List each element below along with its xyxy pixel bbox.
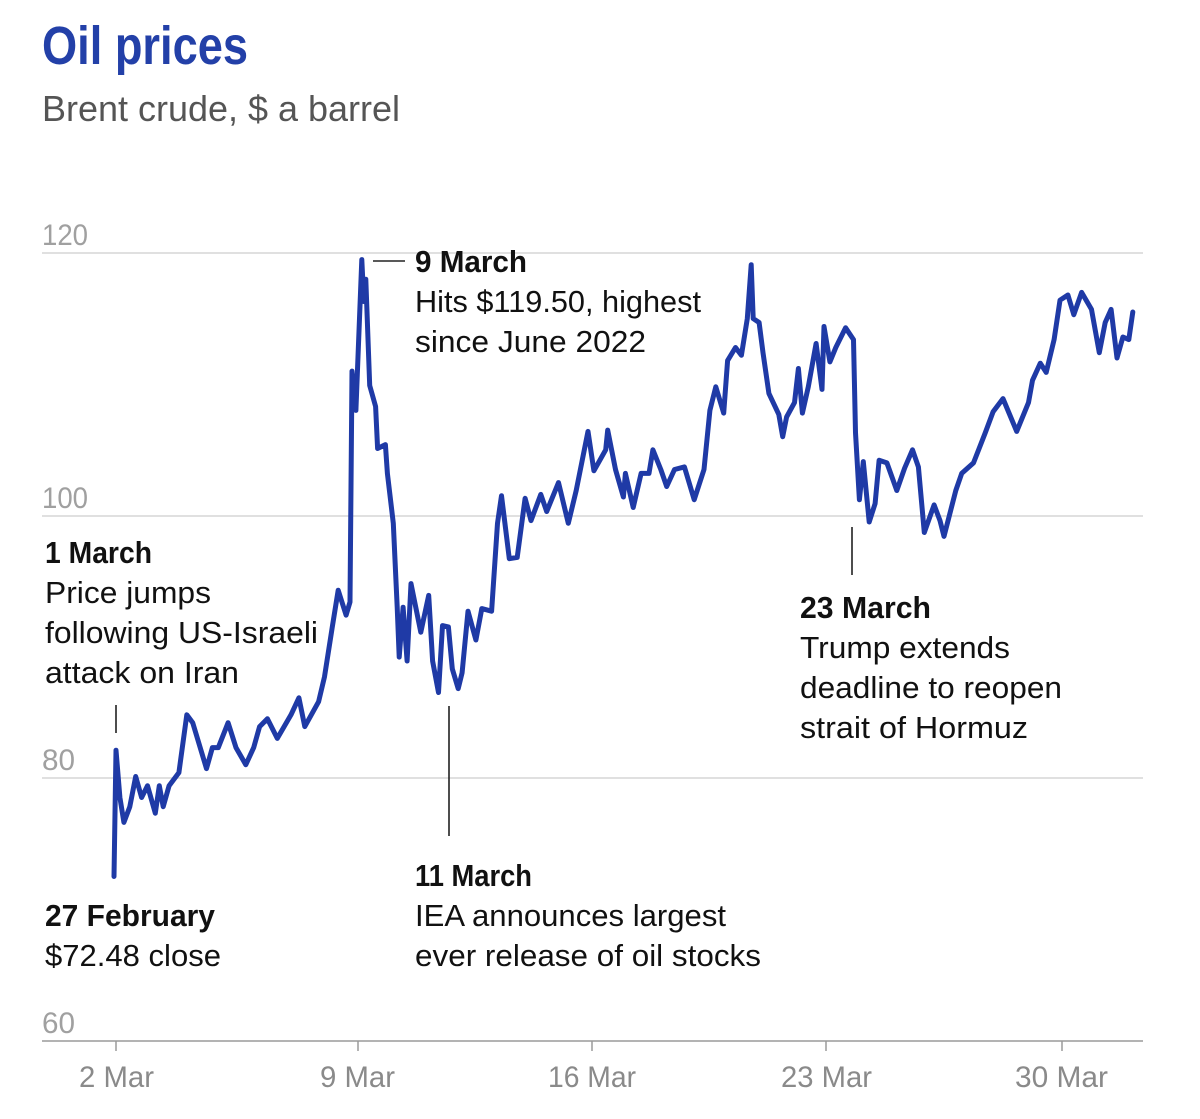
annotation-text: following US-Israeli — [45, 615, 318, 650]
annotation-text: Trump extends — [800, 630, 1010, 665]
annotation-heading: 27 February — [45, 898, 216, 933]
y-tick-label: 80 — [42, 744, 75, 777]
y-tick-label: 120 — [42, 219, 88, 252]
x-tick-label: 16 Mar — [548, 1061, 636, 1094]
annotation-text: Price jumps — [45, 575, 211, 610]
chart-title: Oil prices — [42, 16, 248, 76]
annotation-heading: 23 March — [800, 590, 931, 625]
annotation-1-march: 1 March Price jumps following US-Israeli… — [45, 535, 318, 690]
x-tick-label: 9 Mar — [320, 1061, 395, 1094]
annotation-text: $72.48 close — [45, 938, 221, 973]
y-tick-label: 100 — [42, 482, 88, 515]
annotation-text: ever release of oil stocks — [415, 938, 761, 973]
x-ticks — [115, 1041, 1063, 1051]
x-tick-label: 30 Mar — [1015, 1061, 1108, 1094]
annotation-heading: 9 March — [415, 244, 527, 279]
annotation-27-february: 27 February $72.48 close — [45, 898, 221, 973]
y-tick-label: 60 — [42, 1007, 75, 1040]
annotation-text: Hits $119.50, highest — [415, 284, 701, 319]
annotation-heading: 1 March — [45, 535, 152, 570]
annotation-9-march: 9 March Hits $119.50, highest since June… — [415, 244, 701, 359]
brent-price-line — [111, 257, 1136, 879]
chart-subtitle: Brent crude, $ a barrel — [42, 88, 400, 129]
annotation-text: deadline to reopen — [800, 670, 1062, 705]
annotation-23-march: 23 March Trump extends deadline to reope… — [800, 590, 1062, 745]
x-tick-label: 23 Mar — [781, 1061, 872, 1094]
annotation-text: IEA announces largest — [415, 898, 726, 933]
x-tick-label: 2 Mar — [79, 1061, 154, 1094]
annotation-text: attack on Iran — [45, 655, 239, 690]
annotation-text: since June 2022 — [415, 324, 646, 359]
annotation-heading: 11 March — [415, 858, 532, 893]
annotation-text: strait of Hormuz — [800, 710, 1028, 745]
annotation-11-march: 11 March IEA announces largest ever rele… — [415, 858, 761, 973]
